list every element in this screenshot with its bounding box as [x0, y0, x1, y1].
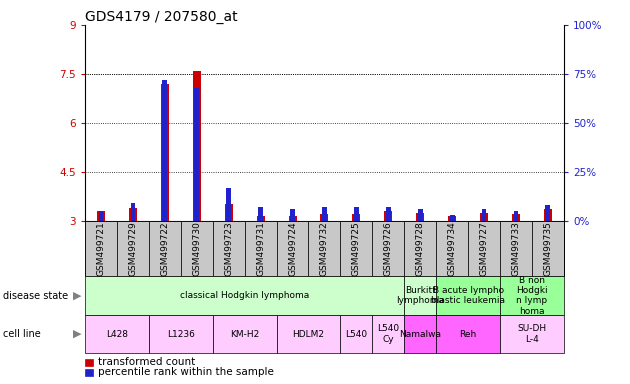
- Text: GSM499731: GSM499731: [256, 221, 265, 276]
- Text: L1236: L1236: [167, 329, 195, 339]
- Bar: [512, 214, 520, 221]
- Bar: [448, 216, 456, 221]
- Text: B non
Hodgki
n lymp
homa: B non Hodgki n lymp homa: [516, 276, 547, 316]
- Text: GDS4179 / 207580_at: GDS4179 / 207580_at: [85, 10, 238, 24]
- Text: HDLM2: HDLM2: [292, 329, 324, 339]
- Bar: [99, 211, 103, 221]
- Text: L428: L428: [106, 329, 128, 339]
- Bar: [161, 84, 169, 221]
- Text: L540
Cy: L540 Cy: [377, 324, 399, 344]
- Bar: [226, 187, 231, 221]
- Bar: [129, 208, 137, 221]
- Text: Namalwa: Namalwa: [399, 329, 441, 339]
- Bar: [546, 205, 550, 221]
- Bar: [513, 211, 518, 221]
- Bar: [163, 80, 167, 221]
- Bar: [289, 216, 297, 221]
- Text: transformed count: transformed count: [98, 358, 195, 367]
- Bar: [322, 207, 327, 221]
- Bar: [256, 216, 265, 221]
- Text: GSM499726: GSM499726: [384, 221, 392, 276]
- Text: GSM499730: GSM499730: [192, 221, 201, 276]
- Bar: [225, 204, 232, 221]
- Bar: [321, 214, 328, 221]
- Text: GSM499723: GSM499723: [224, 221, 233, 276]
- Bar: [418, 209, 423, 221]
- Text: GSM499729: GSM499729: [129, 221, 137, 276]
- Text: Reh: Reh: [459, 329, 477, 339]
- Text: disease state: disease state: [3, 291, 68, 301]
- Text: GSM499735: GSM499735: [544, 221, 553, 276]
- Text: B acute lympho
blastic leukemia: B acute lympho blastic leukemia: [431, 286, 505, 305]
- Text: GSM499732: GSM499732: [320, 221, 329, 276]
- Text: ▶: ▶: [74, 291, 82, 301]
- Bar: [386, 207, 391, 221]
- Bar: [130, 203, 135, 221]
- Text: GSM499733: GSM499733: [512, 221, 520, 276]
- Bar: [480, 213, 488, 221]
- Text: GSM499725: GSM499725: [352, 221, 361, 276]
- Text: GSM499728: GSM499728: [416, 221, 425, 276]
- Text: GSM499722: GSM499722: [161, 221, 169, 276]
- Bar: [352, 214, 360, 221]
- Bar: [544, 209, 552, 221]
- Text: percentile rank within the sample: percentile rank within the sample: [98, 367, 273, 377]
- Bar: [450, 215, 454, 221]
- Bar: [195, 88, 199, 221]
- Text: GSM499721: GSM499721: [96, 221, 105, 276]
- Bar: [482, 209, 486, 221]
- Bar: [384, 211, 392, 221]
- Bar: [193, 71, 201, 221]
- Text: Burkitt
lymphoma: Burkitt lymphoma: [396, 286, 444, 305]
- Bar: [354, 207, 358, 221]
- Text: GSM499724: GSM499724: [288, 221, 297, 276]
- Text: L540: L540: [345, 329, 367, 339]
- Text: ▶: ▶: [74, 329, 82, 339]
- Bar: [97, 211, 105, 221]
- Text: cell line: cell line: [3, 329, 41, 339]
- Bar: [290, 209, 295, 221]
- Text: classical Hodgkin lymphoma: classical Hodgkin lymphoma: [180, 291, 309, 300]
- Text: GSM499727: GSM499727: [479, 221, 488, 276]
- Bar: [416, 213, 424, 221]
- Text: GSM499734: GSM499734: [448, 221, 457, 276]
- Bar: [258, 207, 263, 221]
- Text: KM-H2: KM-H2: [230, 329, 260, 339]
- Text: SU-DH
L-4: SU-DH L-4: [517, 324, 546, 344]
